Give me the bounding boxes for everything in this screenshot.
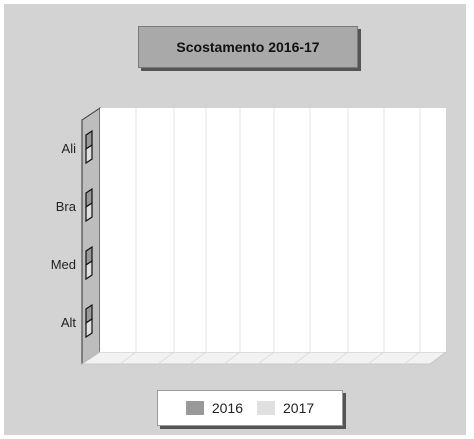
legend-swatch-2016: [186, 401, 204, 415]
category-label-med: Med: [51, 257, 76, 272]
legend-label-2017: 2017: [283, 400, 314, 416]
legend-swatch-2017: [257, 401, 275, 415]
category-label-bra: Bra: [56, 199, 77, 214]
legend: 2016 2017: [157, 390, 343, 426]
category-label-ali: Ali: [62, 141, 77, 156]
legend-label-2016: 2016: [212, 400, 243, 416]
legend-item-2017: 2017: [257, 400, 314, 416]
category-labels: Ali Bra Med Alt: [51, 141, 77, 330]
bar-alt-2017: [86, 319, 92, 337]
bar-med-2017: [86, 261, 92, 279]
bar-bra-2017: [86, 203, 92, 221]
plot-back-wall: [100, 108, 446, 352]
legend-item-2016: 2016: [186, 400, 243, 416]
bar-ali-2017: [86, 145, 92, 163]
category-label-alt: Alt: [61, 315, 77, 330]
plot-floor: [82, 352, 446, 364]
